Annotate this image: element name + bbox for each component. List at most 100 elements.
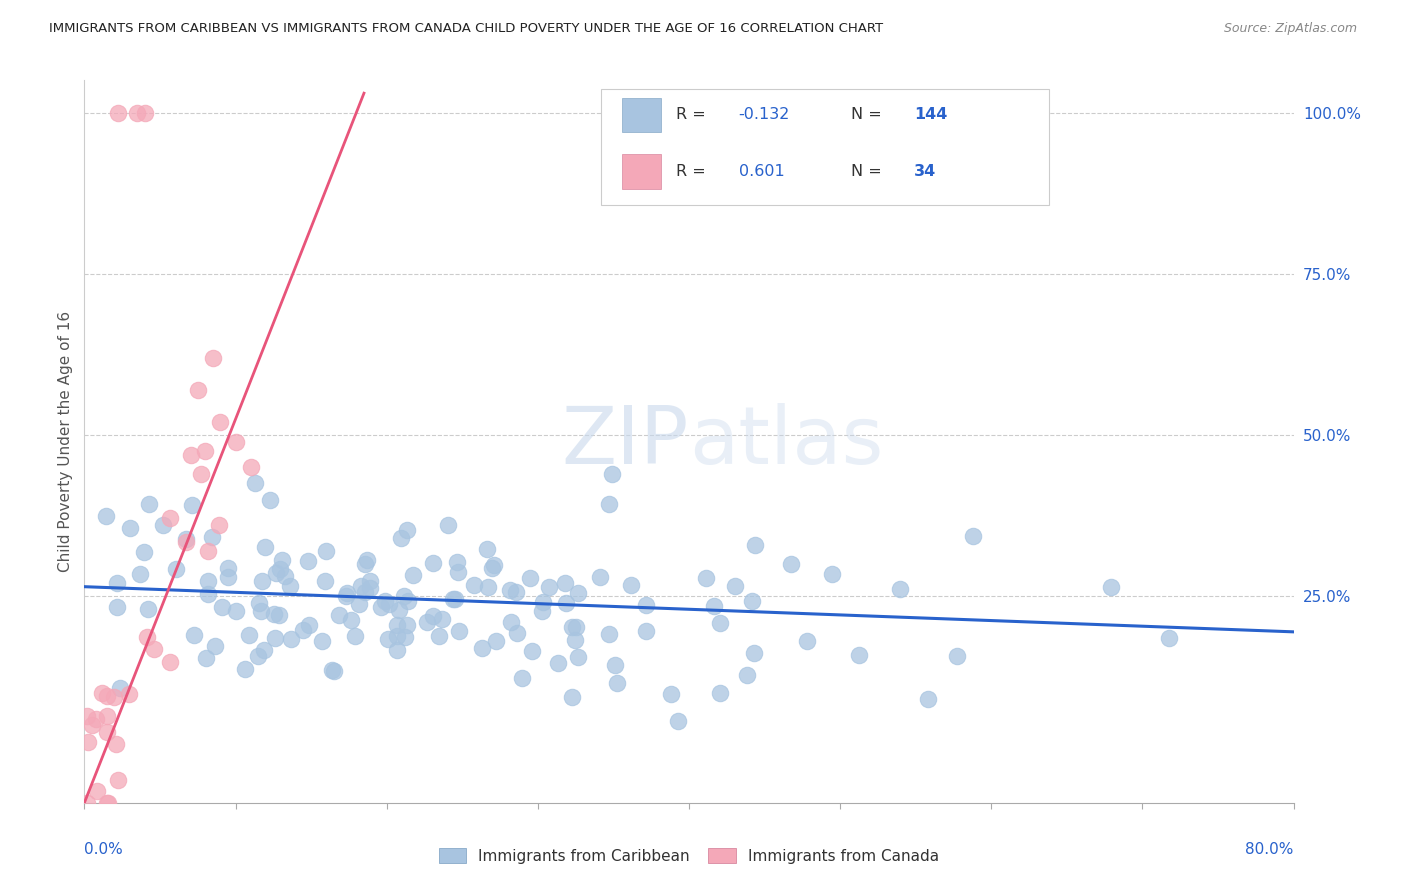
Point [520, 643, 543, 657]
Point [297, 554, 319, 568]
Point [606, 675, 628, 690]
Point [91, 686, 114, 700]
Point [190, 467, 212, 482]
Point [547, 657, 569, 671]
Point [446, 555, 468, 569]
Point [129, 566, 152, 581]
Point [353, 584, 375, 599]
Point [96, 709, 118, 723]
Point [396, 618, 419, 632]
Y-axis label: Child Poverty Under the Age of 16: Child Poverty Under the Age of 16 [58, 311, 73, 572]
Text: 0.601: 0.601 [738, 164, 785, 178]
Point [598, 497, 620, 511]
Point [225, 434, 247, 449]
Text: ZIP: ZIP [561, 402, 689, 481]
Point [394, 631, 416, 645]
Point [118, 687, 141, 701]
Point [201, 351, 224, 365]
Point [76, 709, 98, 723]
Point [555, 596, 578, 610]
Point [176, 532, 198, 546]
Point [510, 671, 533, 685]
Text: atlas: atlas [689, 402, 883, 481]
Point [298, 617, 321, 632]
Point [211, 599, 233, 614]
Point [243, 475, 266, 490]
Point [475, 542, 498, 557]
Point [97, 796, 120, 810]
Point [598, 627, 620, 641]
Point [183, 628, 205, 642]
Point [444, 591, 467, 606]
Point [561, 690, 583, 705]
Point [387, 617, 409, 632]
Point [820, 566, 842, 581]
Point [744, 538, 766, 552]
Point [181, 498, 204, 512]
Point [962, 529, 984, 543]
Point [917, 692, 939, 706]
Point [531, 604, 554, 618]
Point [422, 609, 444, 624]
Text: Source: ZipAtlas.com: Source: ZipAtlas.com [1223, 22, 1357, 36]
Point [600, 467, 623, 481]
Point [315, 543, 337, 558]
Point [416, 615, 439, 629]
Point [259, 493, 281, 508]
Point [328, 608, 350, 623]
Point [447, 566, 470, 580]
Legend: Immigrants from Caribbean, Immigrants from Canada: Immigrants from Caribbean, Immigrants fr… [439, 847, 939, 863]
Point [636, 598, 658, 612]
Point [278, 579, 301, 593]
Point [132, 544, 155, 558]
Point [482, 558, 505, 572]
Point [505, 584, 527, 599]
Point [291, 623, 314, 637]
Point [138, 601, 160, 615]
Point [389, 531, 412, 545]
Point [204, 640, 226, 654]
Point [217, 560, 239, 574]
Point [354, 557, 377, 571]
Point [321, 663, 343, 677]
Point [335, 589, 357, 603]
Point [233, 662, 256, 676]
Point [385, 629, 408, 643]
Point [422, 556, 444, 570]
Text: R =: R = [676, 107, 710, 122]
Point [159, 655, 181, 669]
Point [441, 591, 464, 606]
Point [402, 568, 425, 582]
Point [470, 640, 492, 655]
Point [225, 604, 247, 618]
Point [323, 665, 346, 679]
Point [395, 523, 418, 537]
Point [499, 582, 522, 597]
Point [741, 593, 763, 607]
Text: IMMIGRANTS FROM CARIBBEAN VS IMMIGRANTS FROM CANADA CHILD POVERTY UNDER THE AGE : IMMIGRANTS FROM CARIBBEAN VS IMMIGRANTS … [49, 22, 883, 36]
Point [250, 574, 273, 588]
Point [742, 646, 765, 660]
Point [138, 498, 160, 512]
Point [344, 629, 367, 643]
Point [217, 570, 239, 584]
Text: N =: N = [851, 107, 887, 122]
Point [96, 796, 118, 810]
Point [247, 596, 270, 610]
Point [695, 571, 717, 585]
Point [430, 612, 453, 626]
Point [463, 578, 485, 592]
Text: N =: N = [851, 164, 887, 178]
Point [668, 714, 690, 728]
Text: 34: 34 [914, 164, 936, 178]
Point [127, 105, 149, 120]
Point [108, 681, 131, 695]
Point [339, 613, 361, 627]
Point [519, 571, 541, 585]
Point [314, 574, 336, 588]
Point [564, 620, 586, 634]
Point [134, 105, 156, 120]
Point [187, 383, 209, 397]
Point [620, 578, 643, 592]
Point [634, 624, 657, 639]
